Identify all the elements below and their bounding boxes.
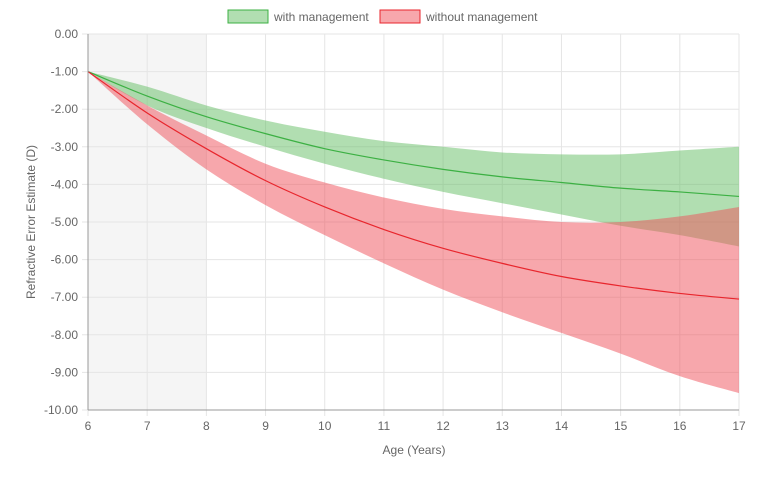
y-tick-label: -6.00 bbox=[51, 253, 79, 267]
y-tick-label: 0.00 bbox=[55, 27, 79, 41]
confidence-band-with bbox=[88, 71, 739, 247]
mean-line-without bbox=[87, 71, 740, 300]
x-tick-label: 13 bbox=[496, 419, 510, 433]
y-tick-label: -4.00 bbox=[51, 177, 79, 191]
legend-label-without: without management bbox=[425, 10, 538, 24]
y-tick-label: -10.00 bbox=[44, 403, 78, 417]
x-tick-label: 11 bbox=[378, 419, 391, 433]
y-tick-label: -7.00 bbox=[51, 290, 79, 304]
x-tick-label: 10 bbox=[318, 419, 332, 433]
x-tick-label: 14 bbox=[555, 419, 569, 433]
legend-item-without[interactable]: without management bbox=[379, 9, 538, 24]
legend-item-with[interactable]: with management bbox=[227, 9, 369, 24]
x-tick-label: 16 bbox=[673, 419, 687, 433]
legend-swatch-with bbox=[227, 9, 269, 24]
confidence-band-without bbox=[88, 71, 739, 394]
legend-label-with: with management bbox=[273, 10, 369, 24]
x-tick-label: 6 bbox=[85, 419, 92, 433]
x-axis-title: Age (Years) bbox=[383, 443, 446, 457]
x-tick-label: 9 bbox=[262, 419, 269, 433]
y-tick-label: -8.00 bbox=[51, 328, 79, 342]
y-tick-label: -9.00 bbox=[51, 365, 79, 379]
y-tick-label: -5.00 bbox=[51, 215, 79, 229]
mean-line-with bbox=[87, 71, 740, 198]
legend-swatch-without bbox=[379, 9, 421, 24]
y-axis-title: Refractive Error Estimate (D) bbox=[24, 145, 38, 299]
y-tick-label: -3.00 bbox=[51, 140, 79, 154]
x-tick-label: 12 bbox=[436, 419, 450, 433]
y-tick-label: -1.00 bbox=[51, 65, 79, 79]
x-tick-label: 8 bbox=[203, 419, 210, 433]
y-tick-label: -2.00 bbox=[51, 102, 79, 116]
x-tick-label: 15 bbox=[614, 419, 628, 433]
x-tick-label: 17 bbox=[732, 419, 746, 433]
x-tick-label: 7 bbox=[144, 419, 151, 433]
